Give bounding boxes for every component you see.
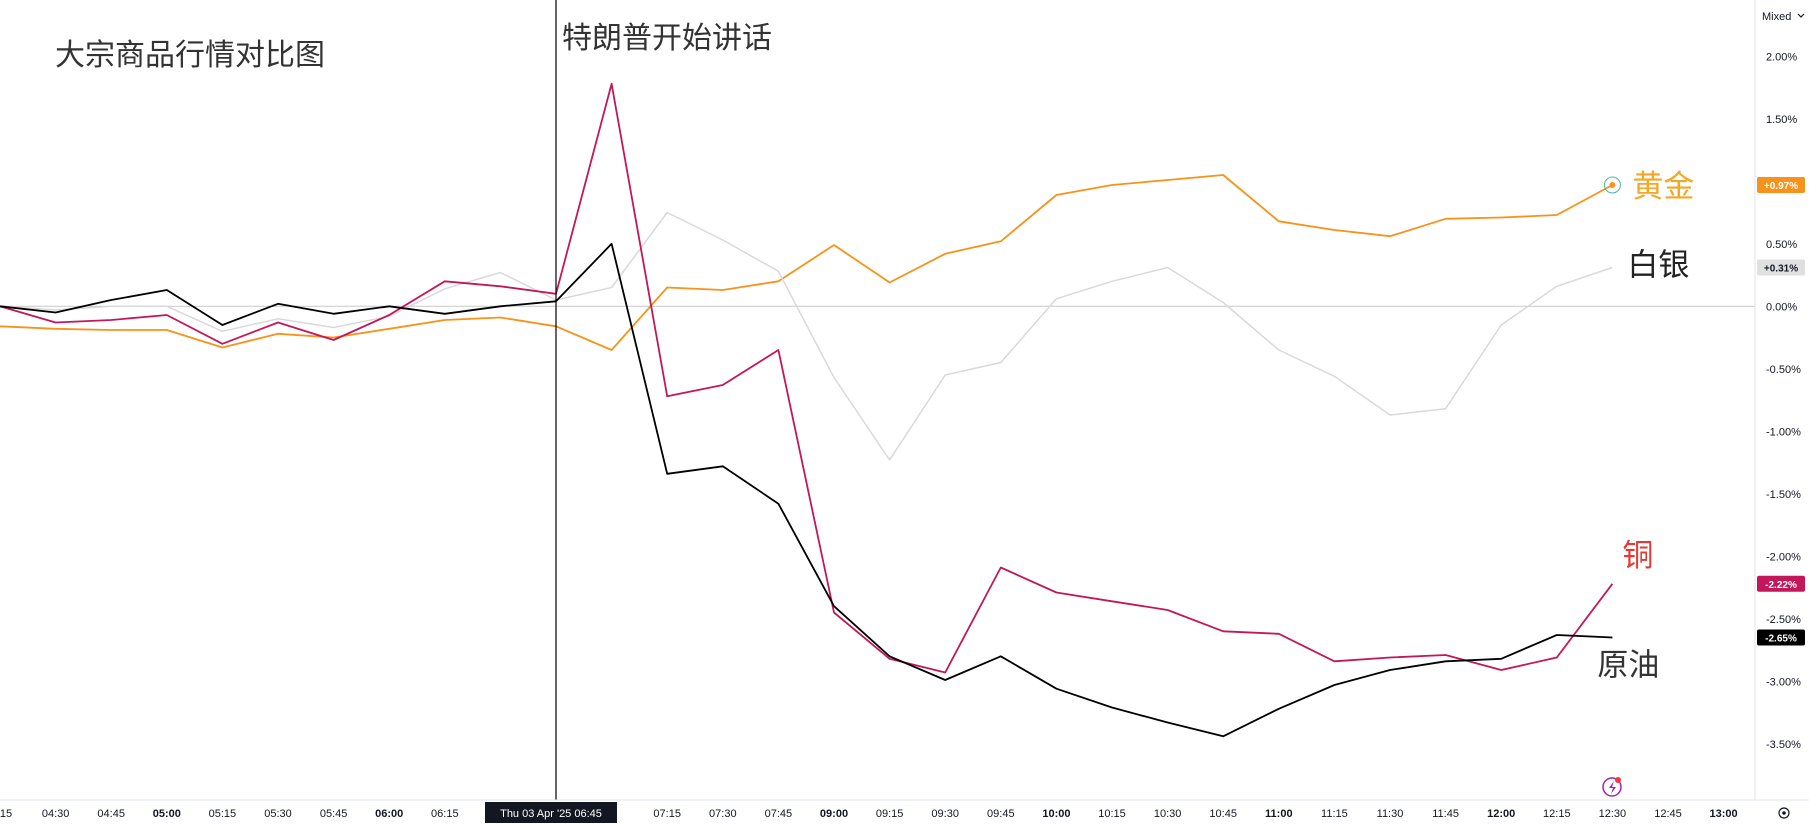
- series-name-label-4: 原油: [1597, 648, 1659, 684]
- time-tick-label: 05:30: [264, 808, 292, 820]
- price-tick-label: 2.00%: [1766, 51, 1797, 63]
- crosshair-time-badge: Thu 03 Apr '25 06:45: [485, 802, 617, 823]
- time-tick-label: 07:45: [765, 808, 793, 820]
- time-tick-label: 11:15: [1321, 808, 1348, 820]
- time-tick-label: 06:00: [375, 808, 403, 820]
- chart-title: 大宗商品行情对比图: [55, 38, 325, 73]
- time-tick-label: 11:30: [1377, 808, 1404, 820]
- time-tick-label: 12:00: [1487, 808, 1515, 820]
- time-tick-label: 09:45: [987, 808, 1015, 820]
- time-tick-label: 09:00: [820, 808, 848, 820]
- time-tick-label: 10:30: [1154, 808, 1182, 820]
- time-tick-label: 07:15: [653, 808, 681, 820]
- last-value-badges: +0.97% +0.31% -2.22% -2.65%: [1757, 177, 1805, 646]
- chevron-down-icon: [1797, 13, 1805, 18]
- scale-mode-selector[interactable]: Mixed: [1762, 11, 1805, 23]
- time-tick-label: 05:15: [209, 808, 237, 820]
- price-tick-label: 0.00%: [1766, 301, 1797, 313]
- price-tick-label: -2.00%: [1766, 551, 1801, 563]
- lightning-icon[interactable]: [1602, 777, 1622, 797]
- crosshair-time-label: Thu 03 Apr '25 06:45: [500, 808, 602, 820]
- series-layer: [0, 82, 1621, 738]
- last-value-badge-4: -2.65%: [1757, 629, 1805, 646]
- time-tick-label: 07:30: [709, 808, 737, 820]
- last-value-text-1: +0.97%: [1764, 181, 1798, 192]
- time-tick-label: 04:30: [42, 808, 70, 820]
- series-line-1[interactable]: [0, 174, 1613, 351]
- plot-area[interactable]: [0, 0, 1755, 800]
- series-line-2[interactable]: [0, 211, 1613, 461]
- time-tick-label: 11:45: [1432, 808, 1459, 820]
- time-tick-label: 13:00: [1710, 808, 1738, 820]
- price-tick-label: 1.50%: [1766, 114, 1797, 126]
- last-value-text-3: -2.22%: [1765, 580, 1797, 591]
- time-tick-label: 12:15: [1543, 808, 1571, 820]
- series-name-label-1: 黄金: [1632, 169, 1694, 205]
- time-tick-label: 15: [0, 808, 12, 820]
- price-tick-label: -2.50%: [1766, 614, 1801, 626]
- series-line-4[interactable]: [0, 242, 1613, 738]
- price-tick-label: -1.00%: [1766, 426, 1801, 438]
- series-name-label-3: 铜: [1622, 538, 1653, 574]
- price-tick-label: -3.00%: [1766, 676, 1801, 688]
- time-tick-label: 05:00: [153, 808, 181, 820]
- time-tick-label: 10:15: [1098, 808, 1126, 820]
- series-name-label-2: 白银: [1627, 248, 1689, 284]
- last-point-ring: [1603, 176, 1621, 194]
- price-scale[interactable]: 2.00%1.50%1.00%0.50%0.00%-0.50%-1.00%-1.…: [1766, 51, 1801, 751]
- last-point-dot: [1609, 182, 1616, 188]
- time-tick-label: 12:30: [1599, 808, 1627, 820]
- last-value-badge-2: +0.31%: [1757, 259, 1805, 276]
- price-tick-label: -0.50%: [1766, 364, 1801, 376]
- last-value-badge-1: +0.97%: [1757, 177, 1805, 193]
- time-tick-label: 12:45: [1654, 808, 1682, 820]
- last-value-badge-3: -2.22%: [1757, 575, 1805, 592]
- time-scale[interactable]: 15 04:30 04:45 05:00 05:15 05:30 05:45 06:00 06:…: [0, 808, 1738, 820]
- time-tick-label: 11:00: [1265, 808, 1293, 820]
- last-value-text-2: +0.31%: [1764, 264, 1798, 275]
- settings-gear-icon[interactable]: [1778, 807, 1790, 819]
- price-tick-label: -1.50%: [1766, 489, 1801, 501]
- series-line-3[interactable]: [0, 82, 1614, 674]
- time-tick-label: 04:45: [97, 808, 125, 820]
- time-tick-label: 05:45: [320, 808, 348, 820]
- time-tick-label: 10:00: [1042, 808, 1070, 820]
- last-value-text-4: -2.65%: [1765, 634, 1797, 645]
- price-tick-label: -3.50%: [1766, 739, 1801, 751]
- price-tick-label: 0.50%: [1766, 239, 1797, 251]
- event-annotation: 特朗普开始讲话: [562, 21, 772, 56]
- time-tick-label: 09:15: [876, 808, 904, 820]
- time-tick-label: 10:45: [1209, 808, 1237, 820]
- time-tick-label: 09:30: [931, 808, 959, 820]
- time-tick-label: 06:15: [431, 808, 459, 820]
- scale-mode-label: Mixed: [1762, 11, 1791, 23]
